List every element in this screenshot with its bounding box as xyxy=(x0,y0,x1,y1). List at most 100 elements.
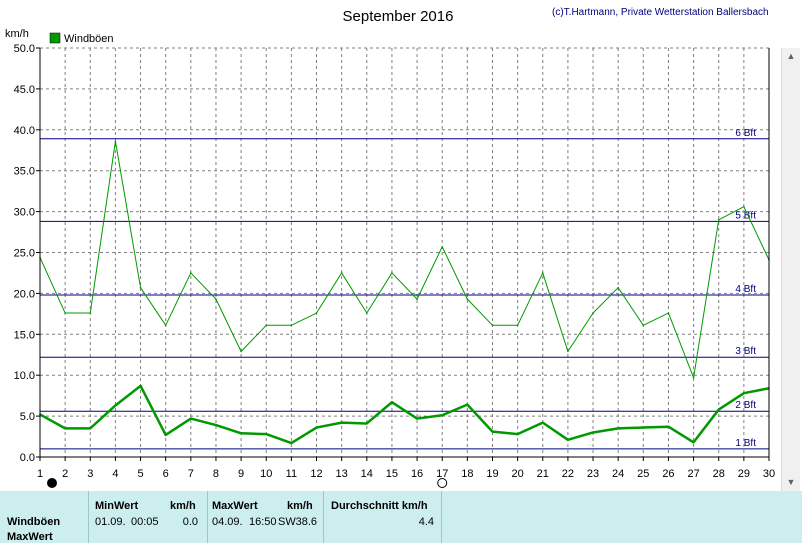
vertical-scrollbar[interactable]: ▲ ▼ xyxy=(781,48,800,491)
full-moon-icon xyxy=(437,478,448,488)
new-moon-icon xyxy=(47,478,57,488)
max-unit: km/h xyxy=(287,500,313,512)
data-point-daily-max xyxy=(139,286,142,289)
data-point-daily-mean xyxy=(692,441,695,444)
data-point-daily-mean xyxy=(617,427,619,430)
y-tick-label: 40.0 xyxy=(14,125,35,137)
x-tick-label: 26 xyxy=(662,468,674,480)
data-point-daily-mean xyxy=(642,426,645,429)
data-point-daily-mean xyxy=(441,414,444,417)
x-tick-label: 18 xyxy=(461,468,473,480)
data-point-daily-mean xyxy=(567,439,569,441)
x-tick-label: 11 xyxy=(286,468,297,480)
data-point-daily-max xyxy=(416,298,418,300)
data-point-daily-max xyxy=(240,350,242,353)
data-point-daily-max xyxy=(89,312,92,314)
scroll-up-icon[interactable]: ▲ xyxy=(782,48,800,65)
x-tick-label: 21 xyxy=(537,468,549,480)
data-point-daily-mean xyxy=(743,392,745,394)
data-point-daily-max xyxy=(114,140,117,143)
data-point-daily-max xyxy=(265,324,268,327)
chart-title: September 2016 xyxy=(343,8,454,25)
max-date: 04.09. xyxy=(212,516,243,528)
y-tick-label: 10.0 xyxy=(14,370,35,382)
data-point-daily-max xyxy=(491,324,494,327)
data-point-daily-max xyxy=(592,312,594,314)
data-point-daily-max xyxy=(617,286,619,289)
x-tick-label: 19 xyxy=(486,468,498,480)
legend-swatch xyxy=(49,32,61,44)
data-point-daily-max xyxy=(516,324,519,327)
divider xyxy=(323,491,324,543)
beaufort-label: 1 Bft xyxy=(735,438,756,449)
data-point-daily-max xyxy=(692,376,695,379)
data-point-daily-max xyxy=(391,272,393,274)
x-tick-label: 3 xyxy=(87,468,93,480)
data-point-daily-mean xyxy=(240,432,242,435)
x-tick-label: 16 xyxy=(411,468,423,480)
row-label-windboen: Windböen xyxy=(7,516,61,528)
x-tick-label: 17 xyxy=(436,468,448,480)
data-point-daily-mean xyxy=(365,422,368,425)
x-tick-label: 14 xyxy=(361,468,373,480)
beaufort-label: 6 Bft xyxy=(735,128,756,139)
data-point-daily-mean xyxy=(265,433,268,435)
beaufort-label: 4 Bft xyxy=(735,284,756,295)
grid xyxy=(39,47,770,458)
data-series xyxy=(39,140,770,445)
divider xyxy=(207,491,208,543)
x-tick-label: 2 xyxy=(62,468,68,480)
x-tick-label: 10 xyxy=(260,468,272,480)
divider xyxy=(441,491,442,543)
series-line-daily-max xyxy=(39,140,770,379)
wind-chart: 1 Bft 2 Bft 3 Bft 4 Bft 5 Bft 6 Bft 0.0 5.0 10.… xyxy=(5,7,775,488)
divider xyxy=(88,491,89,543)
x-tick-label: 7 xyxy=(188,468,194,480)
avg-header: Durchschnitt km/h xyxy=(331,500,428,512)
beaufort-label: 5 Bft xyxy=(735,210,756,221)
x-tick-label: 22 xyxy=(562,468,574,480)
max-value: 38.6 xyxy=(295,516,317,528)
data-point-daily-mean xyxy=(466,403,469,406)
data-point-daily-mean xyxy=(290,442,293,444)
moon-markers xyxy=(47,478,448,488)
data-point-daily-mean xyxy=(340,421,343,424)
data-point-daily-max xyxy=(64,312,66,314)
data-point-daily-mean xyxy=(215,424,217,426)
data-point-daily-mean xyxy=(89,427,92,430)
x-tick-label: 20 xyxy=(511,468,523,480)
y-tick-label: 25.0 xyxy=(14,248,35,260)
data-point-daily-mean xyxy=(114,404,117,407)
data-point-daily-max xyxy=(717,218,720,221)
data-point-daily-mean xyxy=(491,430,494,433)
min-time: 00:05 xyxy=(131,516,159,528)
y-tick-label: 20.0 xyxy=(14,288,35,300)
data-point-daily-max xyxy=(190,272,192,274)
scroll-down-icon[interactable]: ▼ xyxy=(782,474,800,491)
min-value: 0.0 xyxy=(182,516,198,528)
beaufort-label: 3 Bft xyxy=(735,346,756,357)
data-point-daily-mean xyxy=(717,408,720,411)
data-point-daily-max xyxy=(642,324,645,327)
min-unit: km/h xyxy=(170,500,196,512)
data-point-daily-mean xyxy=(541,421,544,424)
copyright-text: (c)T.Hartmann, Private Wetterstation Bal… xyxy=(552,7,769,18)
y-tick-label: 5.0 xyxy=(20,411,35,423)
data-point-daily-max xyxy=(215,298,217,300)
data-point-daily-max xyxy=(743,205,745,208)
x-tick-label: 6 xyxy=(163,468,169,480)
data-point-daily-max xyxy=(164,324,167,327)
data-point-daily-mean xyxy=(164,434,167,436)
data-point-daily-mean xyxy=(391,401,393,403)
statistics-panel: Windböen MaxWert MinWert km/h 01.09. 00:… xyxy=(0,491,802,543)
data-point-daily-max xyxy=(466,298,469,300)
data-point-daily-max xyxy=(315,312,318,314)
y-tick-label: 0.0 xyxy=(20,452,35,464)
x-tick-label: 9 xyxy=(238,468,244,480)
y-tick-label: 15.0 xyxy=(14,329,35,341)
data-point-daily-max xyxy=(290,324,293,327)
data-point-daily-mean xyxy=(592,431,594,434)
y-tick-label: 50.0 xyxy=(14,43,35,55)
data-point-daily-max xyxy=(667,312,670,314)
x-tick-label: 27 xyxy=(687,468,699,480)
